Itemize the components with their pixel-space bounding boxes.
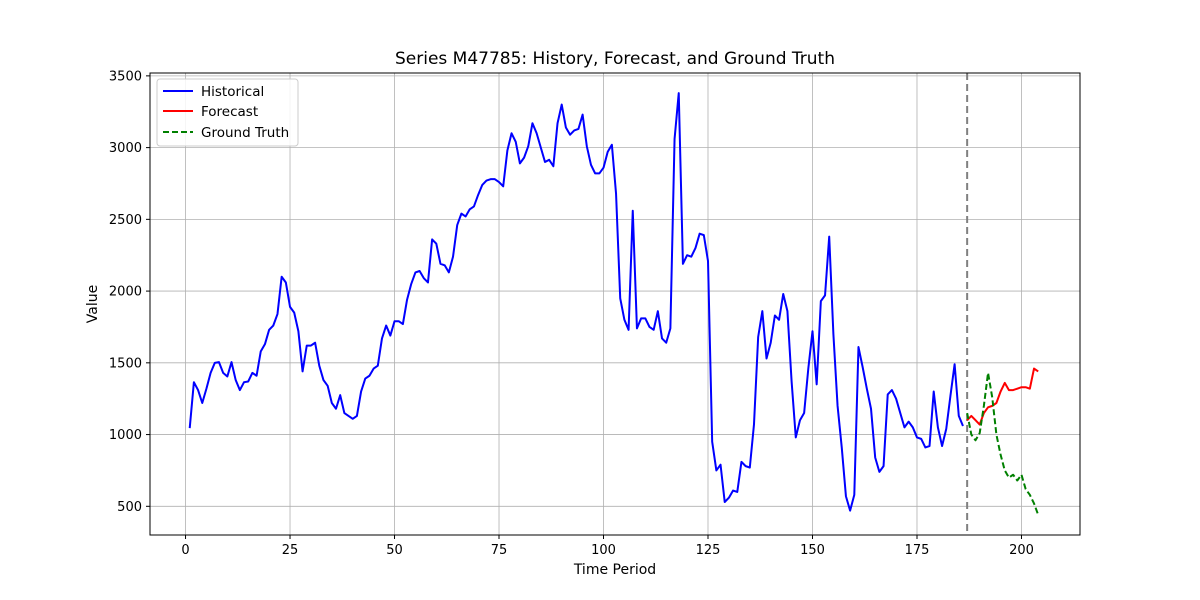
y-tick-label: 1500 [109,356,142,371]
series-line-forecast [966,367,1039,426]
legend-label-historical: Historical [201,84,264,100]
x-tick-label: 50 [386,543,403,558]
chart-title: Series M47785: History, Forecast, and Gr… [395,49,835,69]
axis-ticks: 0 25 50 75 100 125 150 175 200 500 1000 1500 2000 250… [109,69,1034,558]
y-axis-label: Value [85,285,101,323]
y-tick-label: 3500 [109,69,142,84]
legend-label-ground-truth: Ground Truth [201,125,289,141]
y-tick-label: 3000 [109,141,142,156]
x-tick-label: 0 [181,543,189,558]
plot-frame [149,72,1081,536]
y-tick-label: 1000 [109,428,142,443]
series-line-ground-truth [966,371,1040,516]
x-tick-label: 100 [591,543,616,558]
legend-label-forecast: Forecast [201,104,258,120]
y-tick-label: 500 [117,500,142,515]
series-line-historical [188,92,964,512]
legend-box [156,78,299,147]
y-tick-label: 2500 [109,213,142,228]
legend: Historical Forecast Ground Truth [156,78,299,147]
x-tick-label: 175 [905,543,930,558]
x-tick-label: 200 [1009,543,1034,558]
x-axis-label: Time Period [573,562,656,578]
x-tick-label: 75 [491,543,508,558]
x-tick-label: 25 [282,543,299,558]
x-tick-label: 150 [800,543,825,558]
y-tick-label: 2000 [109,285,142,300]
x-tick-label: 125 [696,543,721,558]
series-lines [188,92,1040,516]
